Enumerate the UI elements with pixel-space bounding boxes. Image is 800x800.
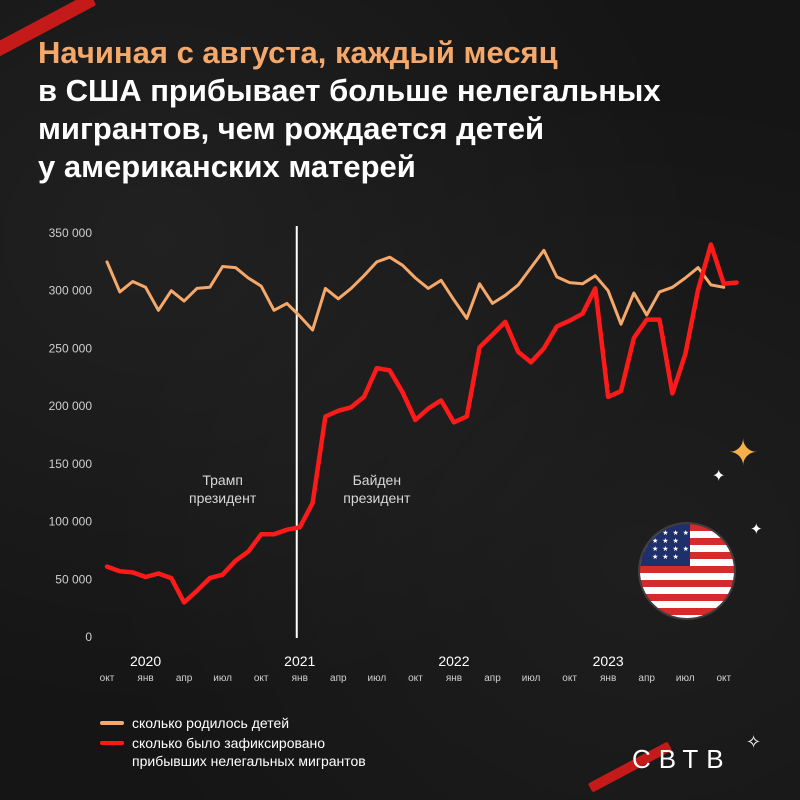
x-year-label: 2023 [593, 653, 624, 669]
headline-line-3: мигрантов, чем рождается детей [38, 111, 545, 146]
x-tick-label: окт [100, 673, 115, 684]
x-tick-label: янв [446, 673, 462, 684]
x-tick-label: июл [367, 673, 386, 684]
sparkle-icon: ✦ [712, 468, 726, 485]
y-tick-label: 100 000 [49, 515, 93, 529]
x-year-label: 2021 [284, 653, 315, 669]
y-tick-label: 250 000 [49, 341, 93, 355]
series-line-migrants [104, 242, 739, 605]
x-tick-label: апр [330, 673, 347, 684]
y-tick-label: 300 000 [49, 284, 93, 298]
legend-item-migrants: сколько было зафиксировано прибывших нел… [100, 734, 366, 770]
headline-line-1: Начиная с августа, каждый месяц [38, 35, 558, 70]
flag-canton: ★ ★ ★ ★ ★ ★ ★ ★ ★ ★ ★ ★ ★ ★ [640, 524, 690, 566]
x-tick-label: апр [638, 673, 655, 684]
x-year-label: 2020 [130, 653, 161, 669]
sparkle-icon: ✦ [728, 432, 759, 473]
us-flag-icon: ★ ★ ★ ★ ★ ★ ★ ★ ★ ★ ★ ★ ★ ★ [640, 524, 734, 618]
headline-line-2: в США прибывает больше нелегальных [38, 73, 661, 108]
y-tick-label: 150 000 [49, 457, 93, 471]
x-tick-label: окт [408, 673, 423, 684]
series-line-births [105, 248, 726, 332]
annotation-label: Байден [353, 472, 401, 488]
x-tick-label: янв [292, 673, 308, 684]
annotation-label: президент [343, 490, 411, 506]
y-tick-label: 200 000 [49, 399, 93, 413]
x-tick-label: апр [176, 673, 193, 684]
brand-logo: СВТВ [632, 744, 732, 774]
x-tick-label: янв [137, 673, 153, 684]
y-tick-label: 50 000 [55, 572, 92, 586]
legend-label-migrants: сколько было зафиксировано прибывших нел… [132, 735, 366, 769]
x-tick-label: июл [676, 673, 695, 684]
x-year-label: 2022 [438, 653, 469, 669]
chart-legend: сколько родилось детей сколько было зафи… [100, 714, 366, 772]
x-tick-label: окт [254, 673, 269, 684]
x-tick-label: июл [522, 673, 541, 684]
y-tick-label: 350 000 [49, 226, 93, 240]
y-tick-label: 0 [85, 630, 92, 644]
annotation-label: Трамп [202, 472, 243, 488]
headline: Начиная с августа, каждый месяц в США пр… [38, 34, 778, 186]
legend-label-births: сколько родилось детей [132, 715, 290, 731]
legend-swatch-births [100, 721, 124, 725]
satellite-icon: ✧ [746, 732, 762, 752]
sparkle-icon: ✦ [750, 521, 763, 538]
annotation-label: президент [189, 490, 257, 506]
x-tick-label: окт [716, 673, 731, 684]
headline-line-4: у американских матерей [38, 149, 416, 184]
x-tick-label: окт [562, 673, 577, 684]
x-tick-label: янв [600, 673, 616, 684]
legend-swatch-migrants [100, 741, 124, 745]
x-tick-label: июл [213, 673, 232, 684]
legend-item-births: сколько родилось детей [100, 714, 366, 732]
x-tick-label: апр [484, 673, 501, 684]
